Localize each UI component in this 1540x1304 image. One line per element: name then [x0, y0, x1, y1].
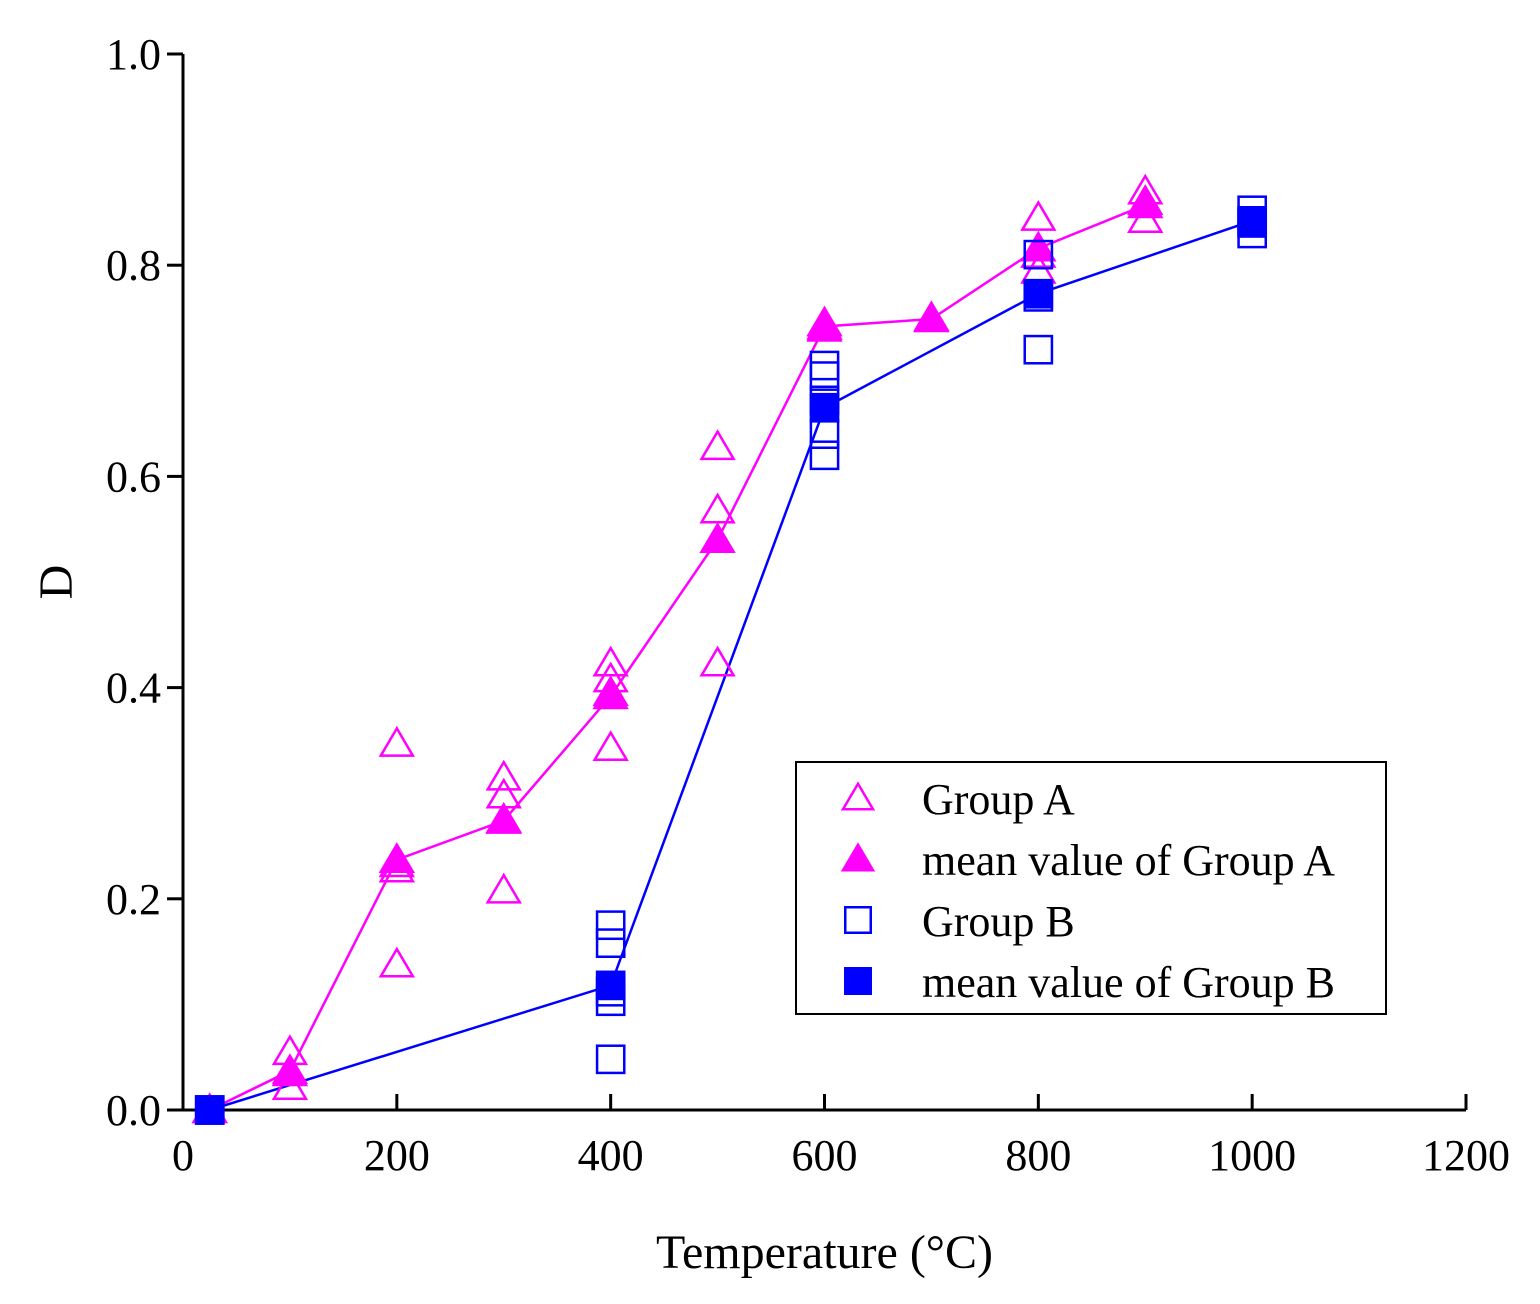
x-tick-label: 600: [792, 1131, 858, 1180]
group-b-point: [595, 928, 626, 959]
mean-value-of-group-b-point: [1237, 205, 1268, 236]
legend-marker: [844, 906, 872, 934]
x-tick-label: 800: [1005, 1131, 1071, 1180]
y-tick-label: 0.6: [106, 452, 161, 501]
legend-label: mean value of Group A: [922, 836, 1335, 885]
x-ticks: 0 200 400 600 800 1000 1200: [172, 1094, 1510, 1180]
mean-value-of-group-b-point: [194, 1095, 225, 1125]
group-b-point: [1023, 239, 1054, 270]
mean-value-of-group-a-point: [913, 301, 950, 333]
group-a-point: [592, 730, 629, 762]
group-b-point: [595, 910, 626, 941]
mean-value-of-group-b-point: [1023, 278, 1054, 309]
legend-marker: [844, 967, 872, 995]
legend-box: [795, 761, 1387, 1015]
group-a-point: [378, 946, 416, 978]
group-a-point: [699, 429, 736, 461]
y-tick-label: 1.0: [106, 30, 161, 79]
x-tick-label: 1200: [1422, 1131, 1510, 1180]
mean-value-of-group-a-point: [699, 522, 736, 554]
series-markers: [191, 173, 1268, 1125]
mean-value-of-group-a-point: [1127, 187, 1164, 219]
group-a-point: [699, 645, 736, 677]
mean-value-of-group-a-point: [592, 678, 629, 710]
x-tick-label: 400: [578, 1131, 644, 1180]
mean-value-of-group-a-line: [209, 203, 1146, 1112]
y-tick-label: 0.2: [106, 875, 161, 924]
group-a-point: [485, 872, 522, 904]
legend-label: mean value of Group B: [922, 958, 1335, 1007]
x-tick-label: 200: [364, 1131, 430, 1180]
group-b-point: [809, 361, 840, 391]
mean-value-of-group-a-point: [485, 802, 522, 834]
x-axis-title: Temperature (°C): [656, 1226, 993, 1279]
mean-value-of-group-a-point: [271, 1053, 309, 1085]
y-tick-label: 0.4: [106, 664, 161, 713]
mean-value-of-group-b-point: [809, 392, 840, 423]
group-a-point: [485, 759, 522, 791]
y-ticks: 0.0 0.2 0.4 0.6 0.8 1.0: [106, 30, 183, 1135]
group-a-point: [271, 1069, 309, 1101]
y-tick-label: 0.0: [106, 1086, 161, 1135]
legend: Group A mean value of Group A Group B mean …: [795, 761, 1387, 1015]
group-b-point: [595, 1044, 626, 1075]
legend-marker: [840, 842, 876, 872]
mean-value-of-group-b-point: [595, 970, 626, 1001]
mean-value-of-group-a-point: [1020, 230, 1057, 262]
y-axis-title: D: [30, 565, 83, 600]
legend-label: Group B: [922, 897, 1075, 946]
mean-value-of-group-a-point: [806, 308, 843, 340]
legend-label: Group A: [922, 775, 1075, 824]
y-tick-label: 0.8: [106, 241, 161, 290]
x-tick-label: 0: [172, 1131, 194, 1180]
x-tick-label: 1000: [1208, 1131, 1296, 1180]
group-b-point: [809, 440, 840, 471]
group-a-point: [378, 725, 416, 757]
group-a-point: [1020, 200, 1057, 231]
group-b-point: [809, 350, 840, 381]
group-b-point: [1023, 334, 1054, 365]
legend-marker: [840, 781, 876, 811]
mean-value-of-group-a-point: [378, 842, 416, 873]
